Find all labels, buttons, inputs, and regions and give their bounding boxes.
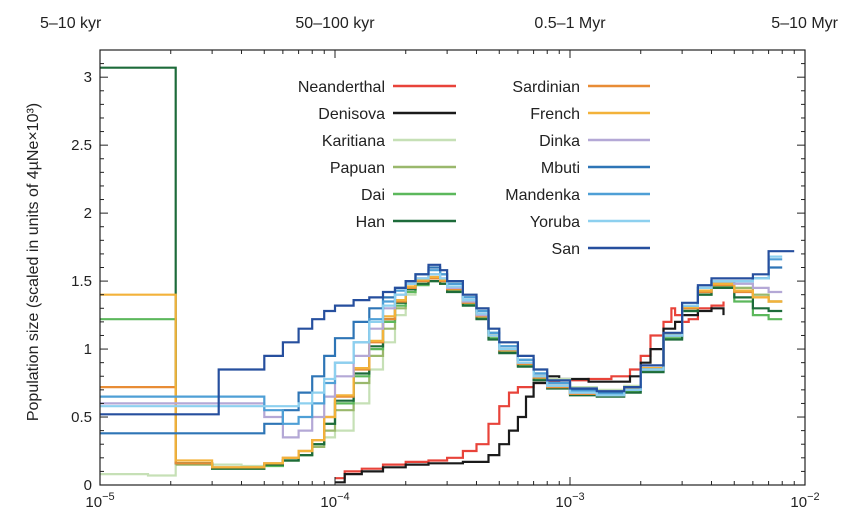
x-tick-label: 10−3: [555, 491, 584, 511]
legend-label-mbuti: Mbuti: [541, 160, 580, 177]
top-time-label: 0.5–1 Myr: [534, 15, 606, 32]
x-tick-label: 10−2: [790, 491, 819, 511]
top-time-label: 50–100 kyr: [295, 15, 375, 32]
x-tick-label: 10−5: [85, 491, 114, 511]
legend-label-neanderthal: Neanderthal: [298, 79, 385, 96]
legend-label-karitiana: Karitiana: [322, 133, 385, 150]
x-tick-base: 10: [85, 494, 102, 511]
series-line-dai: [100, 280, 783, 470]
y-tick-label: 1: [84, 341, 92, 358]
top-time-label: 5–10 kyr: [40, 15, 102, 32]
y-tick-label: 2.5: [71, 137, 92, 154]
top-time-label: 5–10 Myr: [771, 15, 838, 32]
x-tick-base: 10: [790, 494, 807, 511]
series-line-karitiana: [100, 269, 783, 477]
y-axis-label: Population size (scaled in units of 4µNe…: [25, 103, 42, 421]
label-layer: 10−5 10−4 10−3 10−25–10 kyr 50–100 kyr 0.5–1 …: [40, 15, 839, 511]
y-tick-label: 2: [84, 205, 92, 222]
x-tick-exponent: −4: [337, 491, 350, 503]
x-tick-exponent: −5: [102, 491, 115, 503]
legend-label-san: San: [552, 241, 580, 258]
legend-label-french: French: [530, 106, 580, 123]
legend-label-yoruba: Yoruba: [530, 214, 580, 231]
plot-frame: [99, 49, 806, 486]
x-tick-base: 10: [555, 494, 572, 511]
x-tick-label: 10−4: [320, 491, 349, 511]
legend: Neanderthal Denisova Karitiana Papuan Dai Han…: [298, 79, 650, 258]
x-tick-base: 10: [320, 494, 337, 511]
series-line-denisova: [335, 307, 725, 484]
legend-label-sardinian: Sardinian: [512, 79, 580, 96]
series-line-sardinian: [100, 277, 783, 469]
y-tick-label: 0.5: [71, 409, 92, 426]
y-tick-label: 3: [84, 69, 92, 86]
legend-label-denisova: Denisova: [318, 106, 385, 123]
y-tick-label: 1.5: [71, 273, 92, 290]
legend-label-mandenka: Mandenka: [505, 187, 580, 204]
legend-label-dinka: Dinka: [539, 133, 580, 150]
legend-label-han: Han: [356, 214, 385, 231]
x-tick-exponent: −3: [572, 491, 585, 503]
series-line-yoruba: [100, 255, 783, 408]
y-tick-label: 0: [84, 477, 92, 494]
series-line-french: [100, 275, 783, 469]
tick-layer: [99, 50, 806, 486]
series-layer: [100, 66, 795, 484]
x-tick-exponent: −2: [807, 491, 820, 503]
series-line-dinka: [100, 273, 783, 439]
series-line-neanderthal: [335, 301, 725, 480]
series-line-mbuti: [100, 266, 783, 435]
legend-label-papuan: Papuan: [330, 160, 385, 177]
series-line-san: [100, 250, 795, 416]
legend-label-dai: Dai: [361, 187, 385, 204]
